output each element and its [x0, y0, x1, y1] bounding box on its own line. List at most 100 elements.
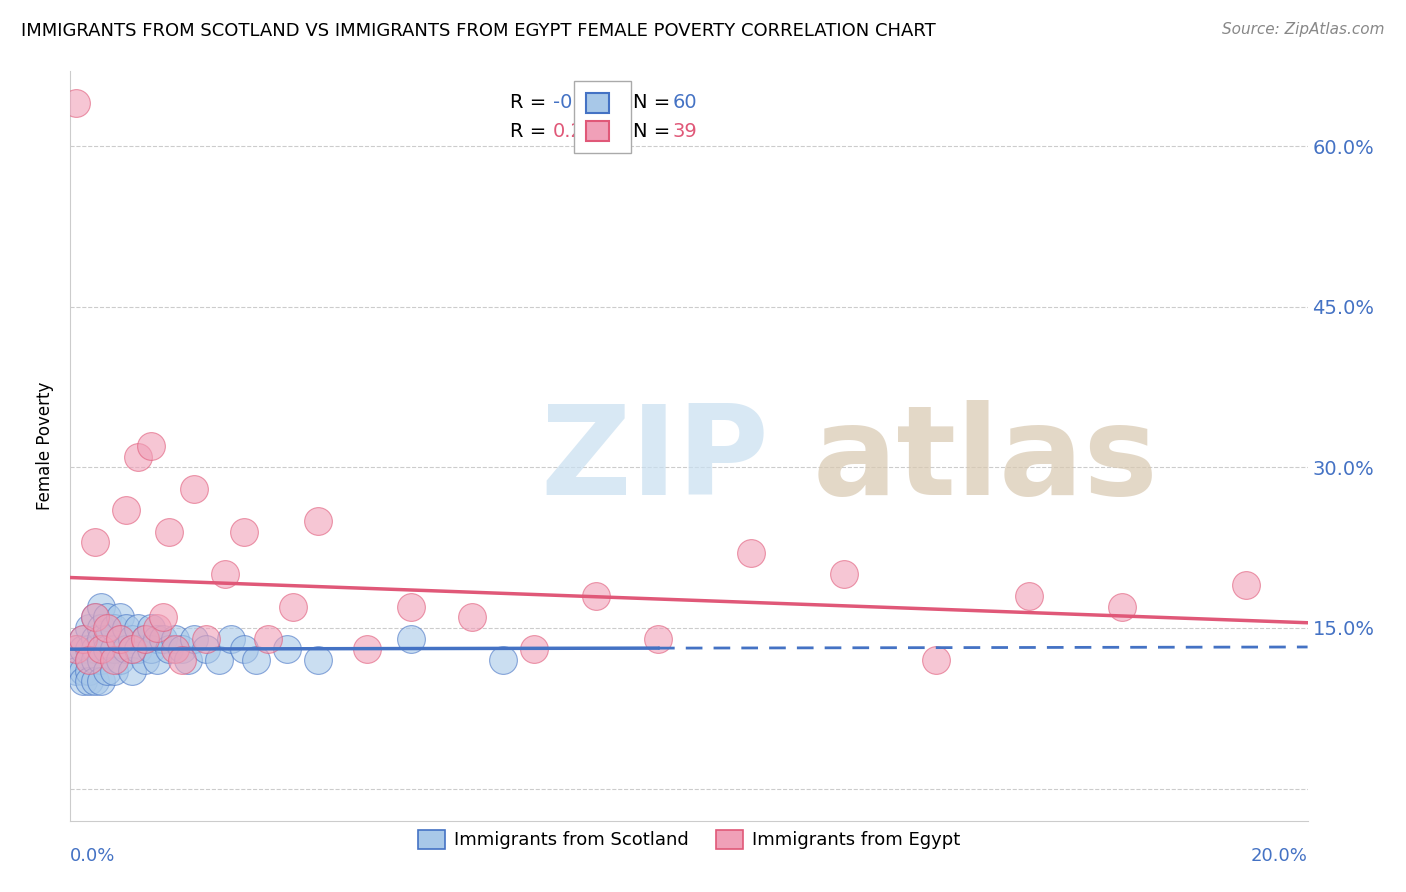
Point — [139, 642, 162, 657]
Point — [127, 642, 149, 657]
Text: 0.251: 0.251 — [553, 122, 609, 141]
Point — [115, 621, 138, 635]
Point — [90, 653, 112, 667]
Point — [121, 642, 143, 657]
Point — [108, 653, 131, 667]
Point — [399, 632, 422, 646]
Point — [146, 621, 169, 635]
Point — [134, 632, 156, 646]
Point — [72, 632, 94, 646]
Point — [77, 642, 100, 657]
Point — [65, 642, 87, 657]
Text: atlas: atlas — [813, 401, 1159, 522]
Point — [103, 642, 125, 657]
Text: IMMIGRANTS FROM SCOTLAND VS IMMIGRANTS FROM EGYPT FEMALE POVERTY CORRELATION CHA: IMMIGRANTS FROM SCOTLAND VS IMMIGRANTS F… — [21, 22, 936, 40]
Point — [103, 664, 125, 678]
Point — [96, 621, 118, 635]
Point — [257, 632, 280, 646]
Point — [245, 653, 267, 667]
Point — [72, 664, 94, 678]
Text: 60: 60 — [673, 94, 697, 112]
Point — [65, 642, 87, 657]
Point — [276, 642, 298, 657]
Point — [90, 599, 112, 614]
Point — [72, 674, 94, 689]
Point — [103, 653, 125, 667]
Legend: Immigrants from Scotland, Immigrants from Egypt: Immigrants from Scotland, Immigrants fro… — [411, 822, 967, 856]
Point — [134, 653, 156, 667]
Point — [152, 632, 174, 646]
Point — [925, 653, 948, 667]
Point — [115, 642, 138, 657]
Text: N =: N = — [633, 122, 676, 141]
Point — [108, 632, 131, 646]
Point — [740, 546, 762, 560]
Point — [195, 632, 218, 646]
Point — [146, 632, 169, 646]
Text: R =: R = — [509, 122, 553, 141]
Point — [84, 610, 107, 624]
Point — [177, 653, 200, 667]
Point — [170, 653, 193, 667]
Text: 20.0%: 20.0% — [1251, 847, 1308, 865]
Point — [127, 621, 149, 635]
Text: 39: 39 — [673, 122, 697, 141]
Point — [139, 439, 162, 453]
Point — [195, 642, 218, 657]
Point — [356, 642, 378, 657]
Point — [84, 653, 107, 667]
Point — [183, 482, 205, 496]
Point — [134, 632, 156, 646]
Point — [65, 653, 87, 667]
Text: 0.0%: 0.0% — [70, 847, 115, 865]
Point — [832, 567, 855, 582]
Point — [121, 632, 143, 646]
Point — [84, 610, 107, 624]
Text: -0.111: -0.111 — [553, 94, 616, 112]
Point — [1234, 578, 1257, 592]
Point — [492, 653, 515, 667]
Point — [157, 524, 180, 539]
Point — [65, 664, 87, 678]
Point — [90, 621, 112, 635]
Point — [77, 653, 100, 667]
Point — [127, 450, 149, 464]
Point — [108, 632, 131, 646]
Point — [183, 632, 205, 646]
Point — [77, 621, 100, 635]
Point — [96, 632, 118, 646]
Point — [72, 632, 94, 646]
Point — [72, 642, 94, 657]
Point — [647, 632, 669, 646]
Point — [585, 589, 607, 603]
Point — [77, 653, 100, 667]
Point — [84, 535, 107, 549]
Point — [165, 632, 187, 646]
Point — [170, 642, 193, 657]
Point — [96, 610, 118, 624]
Point — [84, 632, 107, 646]
Point — [219, 632, 242, 646]
Point — [232, 524, 254, 539]
Point — [65, 96, 87, 111]
Point — [157, 642, 180, 657]
Point — [139, 621, 162, 635]
Point — [146, 653, 169, 667]
Point — [307, 514, 329, 528]
Point — [214, 567, 236, 582]
Text: N =: N = — [633, 94, 676, 112]
Point — [1018, 589, 1040, 603]
Point — [96, 664, 118, 678]
Point — [96, 642, 118, 657]
Point — [84, 674, 107, 689]
Point — [115, 503, 138, 517]
Point — [461, 610, 484, 624]
Point — [1111, 599, 1133, 614]
Text: Source: ZipAtlas.com: Source: ZipAtlas.com — [1222, 22, 1385, 37]
Point — [523, 642, 546, 657]
Point — [108, 610, 131, 624]
Point — [165, 642, 187, 657]
Point — [90, 674, 112, 689]
Point — [152, 610, 174, 624]
Point — [281, 599, 304, 614]
